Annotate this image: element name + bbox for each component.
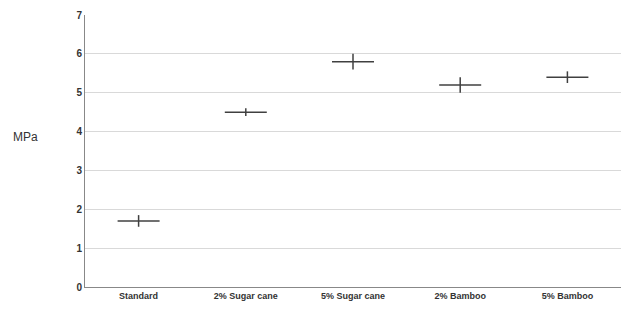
svg-text:5% Sugar cane: 5% Sugar cane: [321, 291, 385, 301]
svg-text:7: 7: [76, 10, 82, 21]
svg-text:0: 0: [76, 282, 82, 293]
svg-text:5: 5: [76, 87, 82, 98]
svg-text:6: 6: [76, 48, 82, 59]
svg-text:2: 2: [76, 204, 82, 215]
svg-text:2% Bamboo: 2% Bamboo: [434, 291, 486, 301]
svg-text:4: 4: [76, 126, 82, 137]
svg-text:5% Bamboo: 5% Bamboo: [542, 291, 594, 301]
svg-text:2% Sugar cane: 2% Sugar cane: [214, 291, 278, 301]
svg-text:1: 1: [76, 243, 82, 254]
svg-text:MPa: MPa: [13, 130, 38, 144]
svg-text:3: 3: [76, 165, 82, 176]
svg-text:Standard: Standard: [119, 291, 158, 301]
